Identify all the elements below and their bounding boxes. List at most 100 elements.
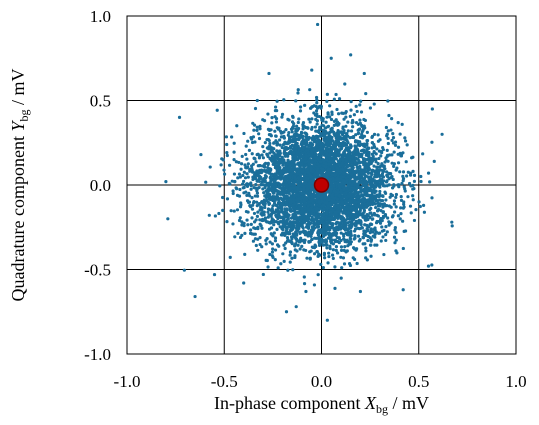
scatter-point (363, 176, 367, 180)
scatter-point (292, 133, 297, 137)
scatter-point (277, 182, 281, 186)
scatter-point (294, 237, 298, 241)
scatter-point (359, 171, 363, 175)
scatter-point (362, 134, 367, 138)
scatter-point (331, 232, 335, 236)
scatter-point (366, 170, 370, 174)
scatter-point (393, 228, 397, 232)
scatter-point (315, 208, 319, 213)
scatter-point (343, 82, 347, 86)
scatter-point (269, 157, 273, 161)
scatter-point (308, 88, 312, 92)
scatter-point (260, 226, 264, 230)
scatter-point (387, 223, 391, 227)
scatter-point (267, 133, 272, 137)
scatter-point (253, 226, 257, 231)
scatter-point (262, 149, 266, 154)
scatter-point (347, 214, 352, 218)
scatter-point (274, 139, 278, 143)
scatter-point (305, 223, 309, 227)
scatter-point (321, 167, 325, 171)
scatter-point (293, 163, 297, 167)
scatter-point (364, 246, 368, 250)
scatter-point (373, 169, 377, 173)
scatter-point (271, 247, 275, 251)
scatter-point (411, 194, 415, 198)
scatter-point (364, 249, 368, 253)
scatter-point (390, 215, 395, 219)
scatter-point (326, 261, 330, 265)
scatter-point (244, 190, 248, 194)
scatter-point (257, 169, 261, 173)
scatter-point (276, 201, 280, 205)
scatter-point (270, 212, 274, 216)
scatter-point (356, 234, 361, 238)
scatter-point (289, 216, 294, 220)
scatter-point (330, 253, 335, 257)
scatter-point (403, 189, 407, 193)
scatter-point (386, 136, 390, 140)
scatter-point (271, 204, 275, 208)
scatter-point (273, 185, 277, 190)
scatter-point (298, 109, 303, 113)
scatter-point (282, 158, 286, 162)
scatter-point (379, 154, 383, 158)
scatter-point (382, 252, 386, 257)
scatter-point (340, 223, 345, 227)
scatter-point (237, 172, 242, 176)
scatter-point (342, 191, 346, 196)
scatter-point (259, 175, 263, 180)
scatter-point (241, 182, 245, 186)
scatter-point (330, 135, 334, 140)
scatter-point (326, 153, 331, 157)
scatter-point (372, 227, 376, 231)
scatter-point (372, 188, 376, 192)
scatter-point (290, 126, 295, 130)
scatter-point (381, 210, 385, 215)
scatter-point (292, 209, 296, 213)
scatter-point (385, 230, 389, 234)
scatter-point (387, 113, 391, 118)
scatter-point (329, 177, 333, 181)
scatter-point (364, 179, 368, 183)
scatter-point (244, 144, 248, 148)
scatter-point (319, 237, 323, 241)
scatter-point (291, 139, 295, 144)
scatter-point (327, 254, 331, 259)
scatter-point (263, 141, 267, 145)
scatter-point (351, 125, 355, 129)
scatter-point (335, 203, 339, 207)
scatter-point (398, 217, 402, 221)
scatter-point (392, 164, 396, 168)
scatter-point (295, 158, 300, 162)
scatter-point (401, 170, 406, 174)
scatter-point (346, 194, 351, 198)
scatter-point (293, 254, 297, 258)
scatter-point (246, 139, 250, 143)
scatter-point (358, 166, 362, 170)
scatter-point (283, 154, 287, 158)
scatter-point (317, 130, 321, 135)
scatter-point (250, 137, 254, 141)
scatter-point (337, 97, 342, 101)
scatter-point (270, 250, 275, 254)
scatter-point (310, 117, 314, 121)
scatter-point (335, 231, 339, 235)
scatter-point (358, 121, 362, 125)
scatter-point (375, 179, 380, 184)
scatter-point (333, 286, 337, 290)
scatter-point (292, 225, 296, 229)
scatter-point (360, 133, 364, 137)
scatter-point (378, 185, 382, 189)
scatter-point (296, 210, 300, 214)
scatter-point (394, 205, 398, 209)
scatter-point (303, 103, 307, 107)
scatter-point (304, 160, 308, 164)
scatter-point (346, 129, 350, 133)
scatter-point (268, 198, 273, 202)
scatter-point (296, 172, 300, 176)
scatter-point (261, 187, 265, 191)
scatter-point (242, 131, 246, 136)
scatter-point (255, 194, 260, 198)
scatter-point (255, 214, 259, 218)
